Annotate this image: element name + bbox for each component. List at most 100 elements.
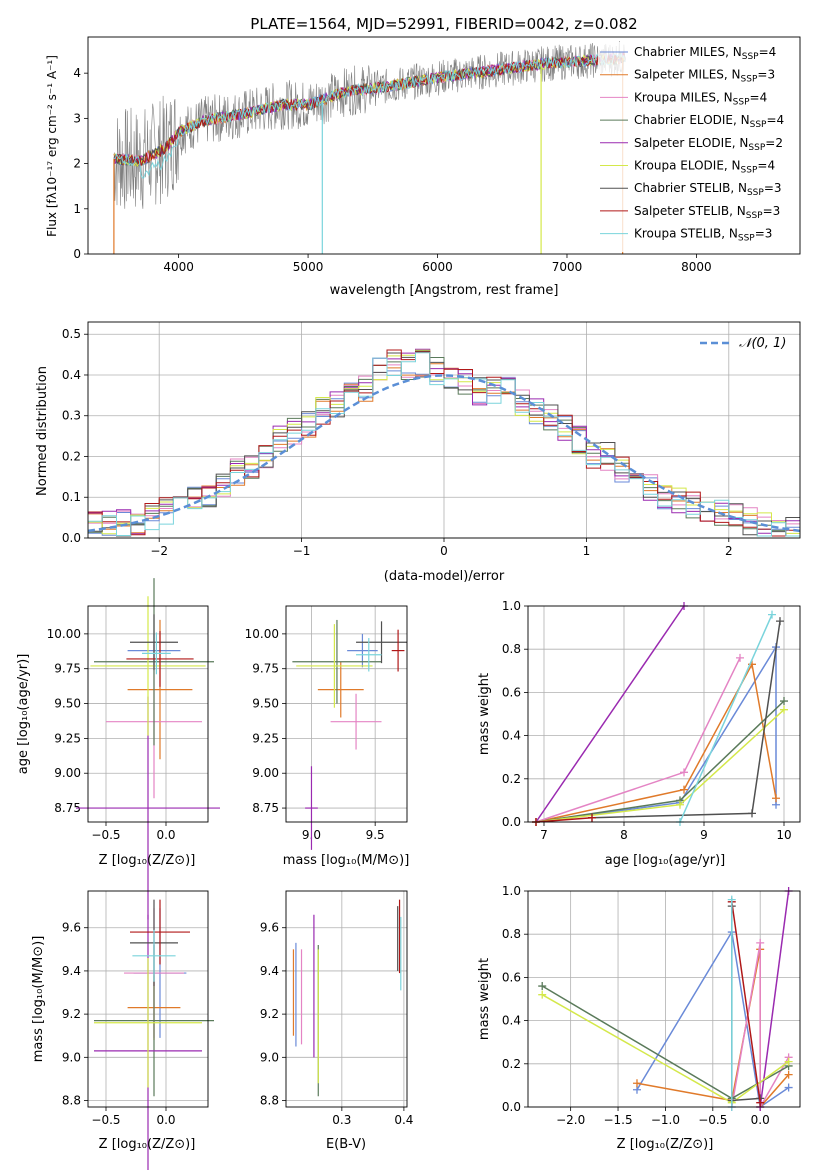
residual-legend: 𝒩(0, 1) [700,336,786,351]
weight-vs-metallicity-ylabel: mass weight [477,958,492,1040]
legend-label-chabrier_stelib: Chabrier STELIB, NSSP=3 [634,181,782,198]
legend-label-chabrier_elodie: Chabrier ELODIE, NSSP=4 [634,113,784,130]
weight-vs-age-plot-area: 7 8 9 10 0.0 0.2 0.4 0.6 0.8 1.0 [502,599,801,842]
x-tick-label: 8 [620,828,628,842]
y-tick-label: 0.1 [62,490,81,504]
y-tick-label: 9.6 [260,921,279,935]
x-tick-label: −1.0 [651,1113,680,1127]
residual-xlabel: (data-model)/error [384,569,505,584]
axes-frame [87,890,209,1108]
y-tick-label: 0.6 [502,685,521,699]
y-tick-label: 3 [73,111,81,125]
y-tick-label: 8.75 [54,801,81,815]
x-tick-label: 0.0 [156,1113,175,1127]
y-tick-label: 0.0 [502,1100,521,1114]
x-tick-label: 1 [583,544,591,558]
mass-vs-ebv-panel: 0.3 0.4 8.8 9.0 9.2 9.4 9.6 E(B-V) [260,890,413,1152]
y-tick-label: 9.75 [54,662,81,676]
y-tick-label: 9.75 [252,662,279,676]
weight-line-salpeter_elodie [759,890,790,1108]
legend-subscript: SSP [741,75,758,85]
age-vs-metallicity-xlabel: Z [log₁₀(Z/Z⊙)] [99,853,196,868]
normal-distribution-curve [88,374,800,533]
axes-frame [285,605,408,823]
legend-suffix: =3 [763,204,781,218]
legend-suffix: =4 [750,90,768,104]
residual-ylabel: Normed distribution [35,366,50,496]
legend-subscript: SSP [741,166,758,176]
x-tick-label: 7000 [552,260,583,274]
x-tick-label: −2 [150,544,168,558]
y-tick-label: 0.4 [502,729,521,743]
legend-suffix: =3 [764,181,782,195]
x-tick-label: 4000 [163,260,194,274]
y-tick-label: 9.2 [260,1007,279,1021]
y-tick-label: 9.00 [54,766,81,780]
weight-vs-metallicity-plot-area: −2.0 −1.5 −1.0 −0.5 0.0 0.0 0.2 0.4 0.6 0.8 1.0 [502,884,801,1127]
y-tick-label: 0.8 [502,927,521,941]
y-tick-label: 9.0 [260,1050,279,1064]
weight-line-chabrier_miles [636,929,790,1109]
y-tick-label: 0.0 [502,815,521,829]
x-tick-label: −1 [293,544,311,558]
residual-panel: −2 −1 0 1 2 0.0 0.1 0.2 0.3 0.4 0.5 (data-model)/e… [35,321,801,584]
y-tick-label: 9.2 [62,1007,81,1021]
legend-subscript: SSP [746,211,763,221]
axes-frame [87,605,209,823]
x-tick-label: −1.5 [603,1113,632,1127]
x-tick-label: 8000 [681,260,712,274]
legend-subscript: SSP [742,52,759,62]
weight-marker-salpeter_miles [784,1070,793,1079]
weight-line-kroupa_miles [535,657,741,823]
residual-legend-label: 𝒩(0, 1) [739,336,786,351]
spectrum-lines [113,40,626,254]
weight-line-salpeter_elodie [535,605,685,823]
y-tick-label: 0.4 [502,1014,521,1028]
weight-line-kroupa_miles [731,942,790,1110]
y-tick-label: 9.0 [62,1050,81,1064]
age-vs-metallicity-plot-area: −0.5 0.0 8.75 9.00 9.25 9.50 9.75 10.00 [47,578,220,920]
y-tick-label: 8.75 [252,801,279,815]
legend-label-kroupa_elodie: Kroupa ELODIE, NSSP=4 [634,159,775,176]
age-vs-metallicity-ylabel: age [log₁₀(age/yr)] [16,654,31,775]
weight-line-salpeter_stelib [535,816,593,823]
y-tick-label: 0.5 [62,327,81,341]
x-tick-label: 9.5 [366,828,385,842]
x-tick-label: 0.0 [156,828,175,842]
y-tick-label: 0 [73,247,81,261]
x-tick-label: −0.5 [91,828,120,842]
y-tick-label: 0.3 [62,409,81,423]
legend-suffix: =4 [759,45,777,59]
weight-marker-chabrier_stelib [776,617,784,626]
y-tick-label: 10.00 [47,627,81,641]
y-tick-label: 0.8 [502,642,521,656]
weight-marker-kroupa_stelib [768,610,776,619]
weight-marker-salpeter_miles [632,1079,641,1088]
x-tick-label: 0.3 [332,1113,351,1127]
legend-label-kroupa_stelib: Kroupa STELIB, NSSP=3 [634,227,772,244]
mass-vs-metallicity-panel: −0.5 0.0 8.8 9.0 9.2 9.4 9.6 Z [log₁₀(Z/Z⊙)] m… [31,890,214,1170]
legend-subscript: SSP [738,234,755,244]
weight-marker-kroupa_elodie [538,990,547,999]
y-tick-label: 8.8 [260,1094,279,1108]
legend-subscript: SSP [748,143,765,153]
x-tick-label: 0.0 [751,1113,770,1127]
age-vs-metallicity-panel: −0.5 0.0 8.75 9.00 9.25 9.50 9.75 10.00 Z [log₁… [16,578,220,920]
residual-lines [88,348,800,537]
axes-frame [285,890,408,1108]
spectrum-title: PLATE=1564, MJD=52991, FIBERID=0042, z=0… [250,15,637,33]
weight-marker-chabrier_miles [784,1083,793,1092]
weight-vs-age-panel: 7 8 9 10 0.0 0.2 0.4 0.6 0.8 1.0 age [log₁₀(age/y… [477,599,801,868]
x-tick-label: 6000 [422,260,453,274]
spectrum-ylabel: Flux [fλ10⁻¹⁷ erg cm⁻² s⁻¹ A⁻¹] [45,55,59,237]
residual-histogram-chabrier_stelib [88,350,800,537]
x-tick-label: 7 [540,828,548,842]
legend-subscript: SSP [747,188,764,198]
weight-line-chabrier_stelib [591,620,781,819]
residual-histogram-chabrier_elodie [88,357,800,537]
mass-vs-ebv-xlabel: E(B-V) [326,1137,366,1152]
y-tick-label: 9.25 [54,731,81,745]
weight-marker-salpeter_miles [680,785,688,794]
legend-label-chabrier_miles: Chabrier MILES, NSSP=4 [634,45,776,62]
